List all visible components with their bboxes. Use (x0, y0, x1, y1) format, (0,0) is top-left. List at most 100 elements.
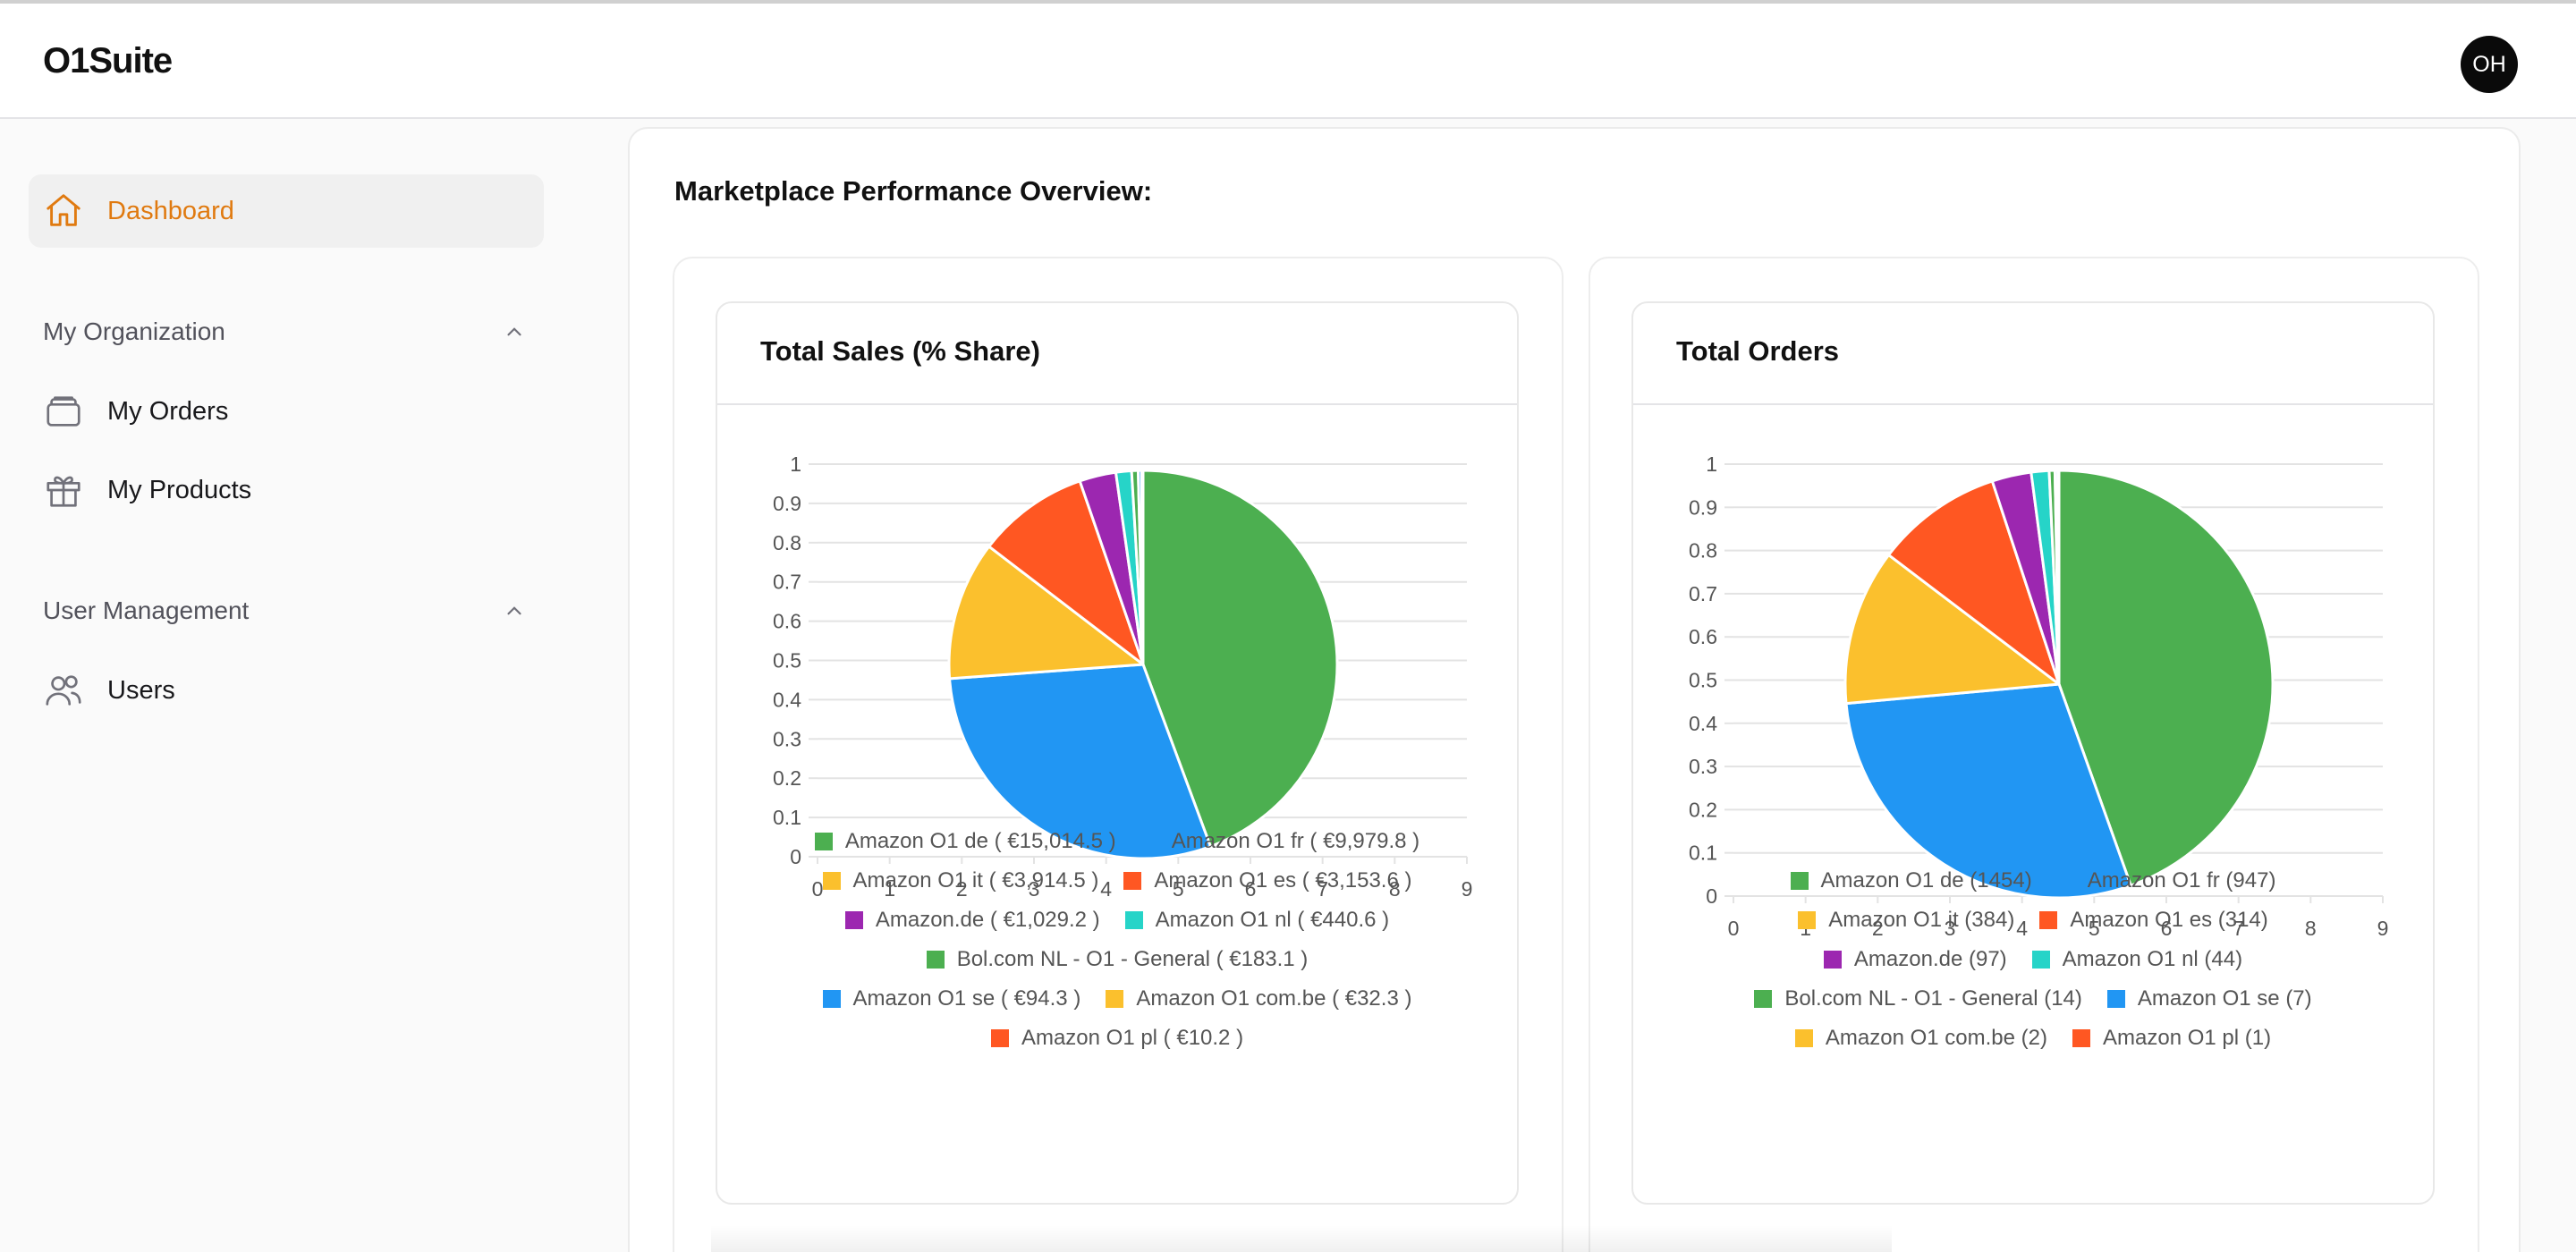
pie-slice[interactable] (1843, 554, 2061, 706)
legend-row: Amazon O1 se ( €94.3 ) Amazon O1 com.be (… (717, 979, 1517, 1019)
legend-item[interactable]: Amazon O1 fr (947) (2056, 868, 2276, 893)
y-tick-label: 1 (1706, 453, 1717, 476)
page-title: Marketplace Performance Overview: (674, 175, 1153, 207)
sidebar-item-my-products[interactable]: My Products (43, 467, 251, 513)
legend-row: Amazon O1 it ( €3,914.5 ) Amazon O1 es ( … (717, 861, 1517, 901)
sidebar-item-users[interactable]: Users (43, 667, 175, 714)
legend-item[interactable]: Amazon.de ( €1,029.2 ) (844, 908, 1100, 933)
y-tick-label: 0.8 (1689, 539, 1717, 563)
user-avatar[interactable]: OH (2461, 36, 2518, 93)
x-tick-label: 0 (812, 877, 824, 901)
x-tick-label: 8 (2305, 917, 2317, 940)
chart-header: Total Orders (1633, 303, 2433, 405)
legend-row: Amazon.de (97) Amazon O1 nl (44) (1633, 940, 2433, 979)
legend-swatch (2039, 911, 2058, 929)
legend-row: Amazon O1 de (1454) Amazon O1 fr (947) (1633, 861, 2433, 901)
y-tick-label: 0 (790, 845, 801, 868)
legend-item[interactable]: Amazon O1 it (384) (1798, 908, 2014, 933)
legend-item[interactable]: Amazon O1 com.be (2) (1794, 1026, 2047, 1051)
legend-item[interactable]: Amazon O1 pl ( €10.2 ) (990, 1026, 1244, 1051)
x-tick-label: 5 (2089, 917, 2100, 940)
marketplace-overview-card: Marketplace Performance Overview: Total … (628, 127, 2521, 1252)
legend-label: Amazon O1 fr (947) (2087, 868, 2276, 892)
legend-item[interactable]: Amazon O1 es ( €3,153.6 ) (1123, 868, 1411, 893)
legend-row: Amazon O1 com.be (2) Amazon O1 pl (1) (1633, 1019, 2433, 1058)
legend-item[interactable]: Amazon O1 de (1454) (1790, 868, 2032, 893)
legend-label: Amazon O1 de ( €15,014.5 ) (844, 829, 1116, 853)
y-tick-label: 0.2 (1689, 798, 1717, 821)
pie-slice[interactable] (1141, 469, 1339, 848)
x-tick-label: 8 (1389, 877, 1401, 901)
x-tick-label: 9 (2377, 917, 2389, 940)
sidebar-item-dashboard[interactable]: Dashboard (43, 188, 234, 234)
legend-label: Amazon O1 nl (44) (2062, 947, 2243, 971)
pie-slice[interactable] (987, 479, 1145, 666)
x-tick-label: 3 (1945, 917, 1956, 940)
section-user-management[interactable]: User Management (43, 591, 526, 630)
section-my-organization[interactable]: My Organization (43, 312, 526, 351)
legend-row: Amazon O1 it (384) Amazon O1 es (314) (1633, 901, 2433, 940)
y-tick-label: 0.3 (1689, 755, 1717, 778)
legend-swatch (2056, 872, 2075, 890)
legend-swatch (1140, 833, 1159, 850)
legend-item[interactable]: Amazon O1 se ( €94.3 ) (822, 986, 1080, 1011)
legend-label: Amazon O1 it (384) (1828, 908, 2015, 932)
legend-swatch (844, 911, 863, 929)
sidebar-item-label: My Orders (107, 396, 229, 426)
legend-item[interactable]: Amazon O1 it ( €3,914.5 ) (822, 868, 1098, 893)
legend-swatch (990, 1029, 1009, 1047)
sidebar-item-dashboard-bg[interactable] (29, 174, 544, 248)
legend-item[interactable]: Bol.com NL - O1 - General ( €183.1 ) (926, 947, 1308, 972)
legend-item[interactable]: Amazon O1 nl ( €440.6 ) (1124, 908, 1389, 933)
legend-item[interactable]: Amazon O1 de ( €15,014.5 ) (814, 829, 1116, 854)
chart-header: Total Sales (% Share) (717, 303, 1517, 405)
sidebar-item-my-orders[interactable]: My Orders (43, 388, 228, 435)
legend-item[interactable]: Amazon O1 es (314) (2039, 908, 2268, 933)
sales-chart-legend: Amazon O1 de ( €15,014.5 ) Amazon O1 fr (… (717, 822, 1517, 1058)
legend-label: Amazon.de (97) (1853, 947, 2007, 971)
legend-label: Amazon O1 de (1454) (1820, 868, 2032, 892)
legend-item[interactable]: Amazon O1 se (7) (2106, 986, 2312, 1011)
legend-label: Amazon O1 pl ( €10.2 ) (1021, 1026, 1244, 1050)
y-tick-label: 1 (790, 453, 801, 476)
legend-item[interactable]: Amazon O1 pl (1) (2072, 1026, 2271, 1051)
legend-row: Amazon O1 de ( €15,014.5 ) Amazon O1 fr (… (717, 822, 1517, 861)
pie-slice[interactable] (1887, 479, 2061, 686)
pie-slice[interactable] (947, 545, 1145, 681)
legend-label: Amazon O1 es (314) (2070, 908, 2268, 932)
legend-row: Bol.com NL - O1 - General (14) Amazon O1 … (1633, 979, 2433, 1019)
sales-chart-card: Total Sales (% Share) 0 0.1 0.2 0.3 0.4 0.5 0.… (716, 301, 1519, 1205)
app-logo[interactable]: O1Suite (43, 41, 173, 80)
x-tick-label: 0 (1728, 917, 1740, 940)
box-icon (47, 396, 80, 427)
x-tick-label: 7 (1317, 877, 1328, 901)
legend-swatch (1106, 990, 1124, 1008)
x-tick-label: 7 (2233, 917, 2244, 940)
legend-label: Amazon O1 pl (1) (2103, 1026, 2272, 1050)
pie-slice[interactable] (1844, 682, 2132, 900)
gift-icon (47, 476, 80, 507)
section-label: My Organization (43, 317, 225, 345)
x-tick-label: 2 (956, 877, 968, 901)
chevron-up-icon[interactable] (503, 320, 526, 343)
sidebar-item-label: My Products (107, 475, 252, 504)
legend-item[interactable]: Bol.com NL - O1 - General (14) (1754, 986, 2082, 1011)
legend-item[interactable]: Amazon.de (97) (1823, 947, 2007, 972)
top-bar: O1Suite OH (0, 0, 2576, 119)
legend-label: Amazon O1 com.be ( €32.3 ) (1136, 986, 1412, 1011)
legend-swatch (822, 990, 841, 1008)
pie-slice[interactable] (948, 663, 1212, 860)
pie-slice[interactable] (2057, 469, 2275, 887)
x-tick-label: 6 (2161, 917, 2173, 940)
legend-item[interactable]: Amazon O1 com.be ( €32.3 ) (1106, 986, 1411, 1011)
sidebar: Dashboard My Organization My Orders My P… (0, 119, 626, 1252)
chart-title: Total Orders (1676, 335, 1840, 367)
chevron-up-icon[interactable] (503, 599, 526, 622)
sidebar-item-label: Dashboard (107, 196, 234, 225)
sales-pie-chart: 0 0.1 0.2 0.3 0.4 0.5 0.6 0.7 0.8 0.9 1 0 1 2 3 4 5 6 7 8 9 (773, 453, 1472, 901)
y-tick-label: 0.4 (773, 688, 801, 711)
legend-swatch (1794, 1029, 1813, 1047)
legend-item[interactable]: Amazon O1 fr ( €9,979.8 ) (1140, 829, 1419, 854)
legend-item[interactable]: Amazon O1 nl (44) (2031, 947, 2243, 972)
